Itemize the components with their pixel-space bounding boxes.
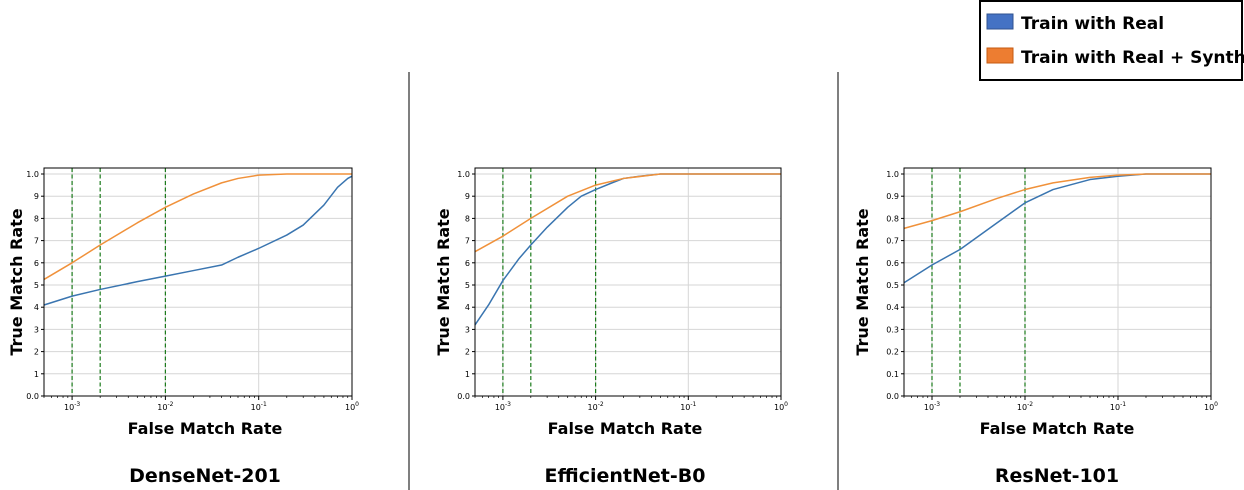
legend-label-synth: Train with Real + Synth xyxy=(1021,48,1244,68)
x-axis-label: False Match Rate xyxy=(548,419,703,438)
y-tick-label: 0.3 xyxy=(886,325,899,334)
series-line-real xyxy=(903,173,1211,284)
x-tick-label: 10-2 xyxy=(157,401,173,412)
y-tick-label: 6 xyxy=(465,259,470,268)
axes-frame xyxy=(474,167,782,397)
y-tick-label: 0.6 xyxy=(886,259,899,268)
chart-title: ResNet-101 xyxy=(995,465,1119,487)
legend-swatch-real xyxy=(986,13,1014,30)
y-tick-label: 9 xyxy=(465,192,470,201)
x-tick-label: 100 xyxy=(1204,401,1218,412)
y-axis-label: True Match Rate xyxy=(434,208,453,355)
x-tick-label: 100 xyxy=(774,401,788,412)
y-tick-label: 2 xyxy=(34,348,39,357)
y-tick-label: 7 xyxy=(465,237,470,246)
y-tick-label: 7 xyxy=(34,237,39,246)
y-tick-label: 0.5 xyxy=(886,281,899,290)
chart-panel-1: 0.0 1 2 3 4 5 6 7 8 9 1.0 10-3 10-2 10-1 100 False Matc… xyxy=(7,167,359,487)
axes-frame xyxy=(43,167,353,397)
series-line-real xyxy=(43,175,353,306)
y-axis-label: True Match Rate xyxy=(853,208,872,355)
y-tick-label: 3 xyxy=(34,325,39,334)
x-axis-label: False Match Rate xyxy=(128,419,283,438)
y-tick-label: 5 xyxy=(34,281,39,290)
y-tick-label: 8 xyxy=(34,214,39,223)
y-tick-label: 0.0 xyxy=(457,392,470,401)
y-tick-label: 0.9 xyxy=(886,192,899,201)
y-axis-label: True Match Rate xyxy=(7,208,26,355)
x-tick-label: 10-2 xyxy=(1017,401,1033,412)
chart-panel-3: 0.0 0.1 0.2 0.3 0.4 0.5 0.6 0.7 0.8 0.9 1.0 10-3 10-… xyxy=(853,167,1218,487)
charts: 0.0 1 2 3 4 5 6 7 8 9 1.0 10-3 10-2 10-1 100 False Matc… xyxy=(7,167,1218,487)
x-tick-label: 10-3 xyxy=(495,401,511,412)
x-tick-label: 10-3 xyxy=(924,401,940,412)
y-tick-label: 8 xyxy=(465,214,470,223)
y-tick-label: 1.0 xyxy=(886,170,899,179)
x-tick-label: 10-1 xyxy=(680,401,696,412)
y-tick-label: 0.8 xyxy=(886,214,899,223)
y-tick-label: 4 xyxy=(465,303,470,312)
x-tick-label: 10-2 xyxy=(588,401,604,412)
y-tick-label: 1.0 xyxy=(26,170,39,179)
chart-panel-2: 0.0 1 2 3 4 5 6 7 8 9 1.0 10-3 10-2 10-1 100 False Matc… xyxy=(434,167,788,487)
y-tick-label: 5 xyxy=(465,281,470,290)
axes-frame xyxy=(903,167,1212,397)
y-tick-label: 0.7 xyxy=(886,237,899,246)
y-tick-label: 6 xyxy=(34,259,39,268)
y-tick-label: 1.0 xyxy=(457,170,470,179)
y-tick-label: 0.0 xyxy=(886,392,899,401)
legend-label-real: Train with Real xyxy=(1021,14,1164,34)
y-tick-label: 9 xyxy=(34,192,39,201)
y-tick-label: 0.1 xyxy=(886,370,899,379)
y-tick-label: 1 xyxy=(34,370,39,379)
y-tick-label: 0.4 xyxy=(886,303,899,312)
x-tick-label: 10-3 xyxy=(64,401,80,412)
series-line-synth xyxy=(903,173,1211,230)
y-tick-label: 4 xyxy=(34,303,39,312)
x-tick-label: 100 xyxy=(345,401,359,412)
chart-title: DenseNet-201 xyxy=(129,465,281,487)
legend: Train with Real Train with Real + Synth xyxy=(979,0,1244,81)
legend-frame xyxy=(979,0,1243,81)
series-line-synth xyxy=(474,173,781,253)
y-tick-label: 3 xyxy=(465,325,470,334)
x-axis-label: False Match Rate xyxy=(980,419,1135,438)
x-tick-label: 10-1 xyxy=(251,401,267,412)
y-tick-label: 0.0 xyxy=(26,392,39,401)
series-line-synth xyxy=(43,173,352,281)
chart-title: EfficientNet-B0 xyxy=(545,465,706,487)
y-tick-label: 0.2 xyxy=(886,348,899,357)
x-tick-label: 10-1 xyxy=(1110,401,1126,412)
y-tick-label: 2 xyxy=(465,348,470,357)
y-tick-label: 1 xyxy=(465,370,470,379)
legend-swatch-synth xyxy=(986,47,1014,64)
